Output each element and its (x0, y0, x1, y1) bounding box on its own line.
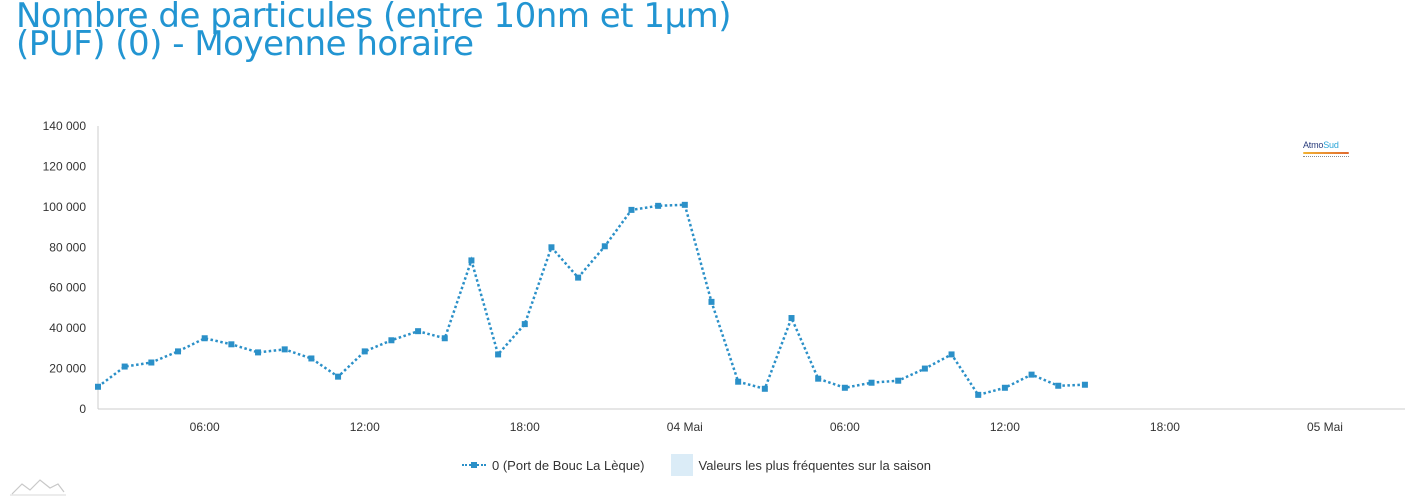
x-tick-label: 06:00 (190, 420, 220, 434)
data-point-marker (468, 257, 475, 264)
chart-title-line-2: (PUF) (0) - Moyenne horaire (16, 24, 474, 64)
legend-line-marker-icon (462, 460, 486, 470)
data-point-marker (868, 379, 875, 386)
data-point-marker (948, 351, 955, 358)
x-tick-label: 18:00 (1150, 420, 1180, 434)
legend-band-label: Valeurs les plus fréquentes sur la saiso… (698, 457, 931, 473)
data-point-marker (495, 351, 502, 358)
legend-item-series[interactable]: 0 (Port de Bouc La Lèque) (462, 458, 645, 473)
data-point-marker (95, 383, 101, 390)
y-tick-label: 140 000 (43, 119, 87, 133)
y-tick-label: 120 000 (43, 159, 87, 173)
data-point-marker (788, 315, 795, 322)
logo-bar (1303, 152, 1349, 154)
data-point-marker (521, 321, 528, 328)
data-point-marker (228, 341, 235, 348)
data-point-marker (601, 243, 608, 250)
y-tick-label: 20 000 (49, 362, 86, 376)
data-point-marker (761, 385, 768, 392)
legend-series-label: 0 (Port de Bouc La Lèque) (492, 457, 645, 473)
data-point-marker (415, 328, 422, 335)
data-point-marker (975, 391, 982, 398)
x-tick-label: 05 Mai (1307, 420, 1343, 434)
data-point-marker (175, 348, 182, 355)
logo-subline (1303, 156, 1349, 159)
data-point-marker (655, 202, 662, 209)
x-tick-label: 06:00 (830, 420, 860, 434)
legend: 0 (Port de Bouc La Lèque) Valeurs les pl… (462, 454, 931, 476)
data-point-marker (1081, 381, 1088, 388)
data-point-marker (281, 346, 288, 353)
data-point-marker (308, 355, 315, 362)
x-axis: 06:00 12:00 18:00 04 Mai 06:00 12:00 18:00 05 M… (98, 408, 1405, 434)
data-point-marker (575, 274, 582, 281)
data-point-marker (921, 365, 928, 372)
legend-band-swatch-icon (670, 454, 693, 476)
data-point-marker (1028, 371, 1035, 378)
data-point-marker (1055, 382, 1062, 389)
data-point-marker (681, 201, 688, 208)
x-tick-label: 12:00 (990, 420, 1020, 434)
data-point-marker (841, 384, 848, 391)
data-point-marker (121, 363, 128, 370)
data-point-marker (895, 377, 902, 384)
atmosud-logo: AtmoSud (1303, 140, 1353, 164)
y-axis: 0 20 000 40 000 60 000 80 000 100 000 120 000 1… (43, 119, 99, 416)
x-tick-label: 18:00 (510, 420, 540, 434)
data-point-marker (441, 335, 448, 342)
mountain-icon (10, 479, 66, 496)
data-point-marker (548, 244, 555, 251)
logo-text: AtmoSud (1303, 140, 1339, 150)
data-point-marker (148, 359, 155, 366)
data-point-marker (255, 349, 262, 356)
data-point-marker (708, 298, 715, 305)
data-point-marker (628, 206, 635, 213)
x-tick-label: 12:00 (350, 420, 380, 434)
data-point-marker (735, 378, 742, 385)
y-tick-label: 0 (79, 402, 86, 416)
series-line (97, 203, 1085, 397)
y-tick-label: 60 000 (49, 281, 86, 295)
chart-title-line-1: Nombre de particules (entre 10nm et 1µm) (16, 0, 731, 36)
chart-title: Nombre de particules (entre 10nm et 1µm)… (16, 0, 916, 64)
y-tick-label: 100 000 (43, 200, 87, 214)
data-point-marker (335, 373, 342, 380)
data-point-marker (361, 348, 368, 355)
data-point-marker (1001, 384, 1008, 391)
data-point-marker (388, 337, 395, 344)
series-layer (95, 201, 1088, 398)
y-tick-label: 80 000 (49, 240, 86, 254)
legend-item-band[interactable]: Valeurs les plus fréquentes sur la saiso… (645, 454, 931, 476)
data-point-marker (815, 375, 822, 382)
data-point-marker (201, 335, 208, 342)
x-tick-label: 04 Mai (667, 420, 703, 434)
y-tick-label: 40 000 (49, 321, 86, 335)
